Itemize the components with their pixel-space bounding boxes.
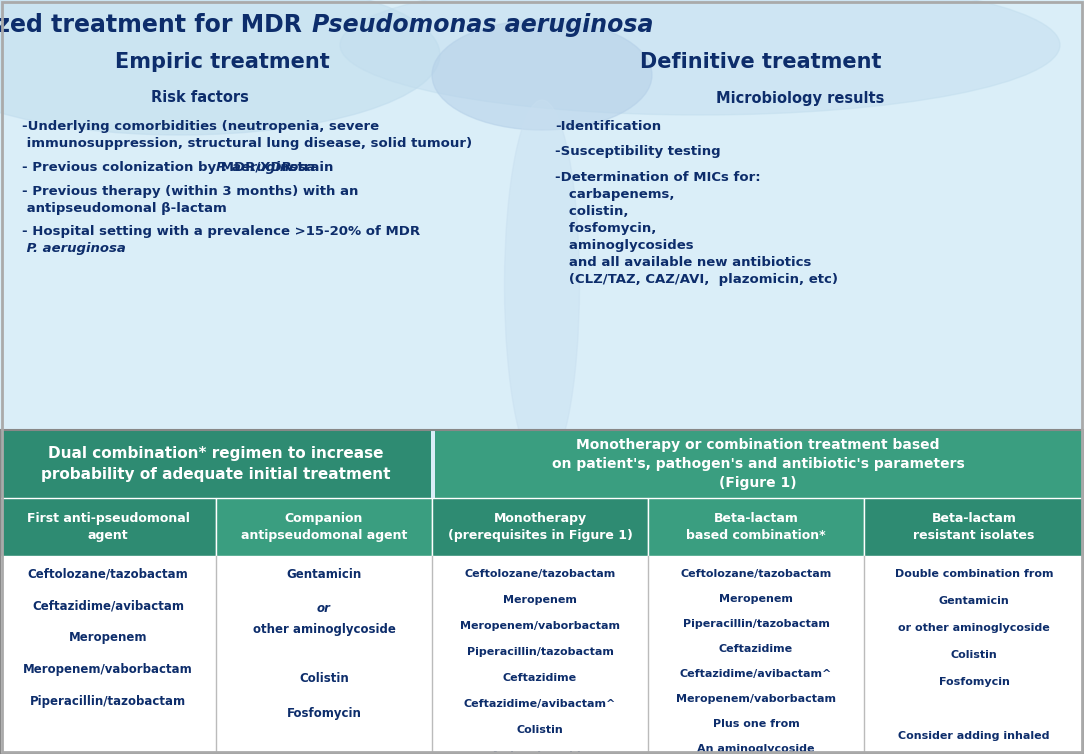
Text: P. aeruginosa: P. aeruginosa [216, 161, 315, 174]
Text: Ceftazidime/avibactam^: Ceftazidime/avibactam^ [464, 699, 616, 709]
Text: -Susceptibility testing: -Susceptibility testing [555, 146, 721, 158]
Text: Colistin: Colistin [299, 673, 349, 685]
FancyBboxPatch shape [216, 498, 433, 556]
Text: Gentamicin: Gentamicin [286, 568, 362, 581]
Text: aminoglycosides: aminoglycosides [555, 239, 694, 252]
Text: Consider adding inhaled: Consider adding inhaled [899, 731, 1049, 741]
Text: other aminoglycoside: other aminoglycoside [253, 623, 396, 636]
Text: antipseudomonal β-lactam: antipseudomonal β-lactam [22, 201, 227, 215]
Text: P. aeruginosa: P. aeruginosa [22, 242, 126, 256]
FancyBboxPatch shape [0, 430, 433, 498]
Text: - Previous colonization by MDR/XDR: - Previous colonization by MDR/XDR [22, 161, 297, 174]
Text: Companion
antipseudomonal agent: Companion antipseudomonal agent [241, 512, 408, 542]
FancyBboxPatch shape [0, 556, 1084, 754]
Text: Microbiology results: Microbiology results [715, 90, 885, 106]
Ellipse shape [433, 20, 651, 130]
Text: Ceftolozane/tazobactam: Ceftolozane/tazobactam [464, 569, 616, 579]
Text: Meropenem: Meropenem [503, 595, 577, 605]
Text: Plus one from: Plus one from [712, 719, 799, 729]
Ellipse shape [504, 100, 580, 470]
Text: Fosfomycin: Fosfomycin [286, 707, 361, 721]
Text: fosfomycin,: fosfomycin, [555, 222, 657, 235]
Text: colistin,: colistin, [555, 205, 629, 218]
Text: Empiric treatment: Empiric treatment [115, 52, 330, 72]
Text: Definitive treatment: Definitive treatment [640, 52, 881, 72]
Text: Ceftolozane/tazobactam: Ceftolozane/tazobactam [681, 569, 831, 579]
Text: Ceftolozane/tazobactam: Ceftolozane/tazobactam [27, 568, 189, 581]
Text: Ceftazidime: Ceftazidime [503, 673, 577, 683]
Text: or other aminoglycoside: or other aminoglycoside [899, 623, 1050, 633]
Text: Meropenem/vaborbactam: Meropenem/vaborbactam [460, 621, 620, 631]
FancyBboxPatch shape [431, 430, 435, 498]
Text: Beta-lactam
based combination*: Beta-lactam based combination* [686, 512, 826, 542]
FancyBboxPatch shape [433, 430, 1084, 498]
Ellipse shape [340, 0, 1060, 115]
FancyBboxPatch shape [433, 498, 648, 556]
Text: and all available new antibiotics: and all available new antibiotics [555, 256, 812, 269]
Text: Risk factors: Risk factors [151, 90, 249, 106]
Text: Fosfomycin: Fosfomycin [939, 677, 1009, 687]
Text: Piperacillin/tazobactam: Piperacillin/tazobactam [466, 647, 614, 657]
FancyBboxPatch shape [648, 498, 864, 556]
Text: Colistin: Colistin [517, 725, 564, 735]
Text: Aminoglycoside: Aminoglycoside [491, 751, 589, 754]
Text: - Hospital setting with a prevalence >15-20% of MDR: - Hospital setting with a prevalence >15… [22, 225, 421, 238]
Text: Double combination from: Double combination from [894, 569, 1054, 579]
FancyBboxPatch shape [0, 498, 216, 556]
Text: carbapenems,: carbapenems, [555, 188, 674, 201]
Text: Beta-lactam
resistant isolates: Beta-lactam resistant isolates [914, 512, 1035, 542]
Text: immunosuppression, structural lung disease, solid tumour): immunosuppression, structural lung disea… [22, 137, 473, 150]
Text: Ceftazidime/avibactam: Ceftazidime/avibactam [33, 599, 184, 612]
Text: (CLZ/TAZ, CAZ/AVI,  plazomicin, etc): (CLZ/TAZ, CAZ/AVI, plazomicin, etc) [555, 273, 838, 286]
Text: Ceftazidime/avibactam^: Ceftazidime/avibactam^ [680, 669, 833, 679]
Text: Meropenem: Meropenem [719, 594, 792, 604]
Text: Gentamicin: Gentamicin [939, 596, 1009, 606]
Text: Colistin: Colistin [951, 650, 997, 660]
Text: strain: strain [285, 161, 334, 174]
Text: Ceftazidime: Ceftazidime [719, 644, 793, 654]
Ellipse shape [0, 0, 440, 135]
Text: Optimized treatment for MDR: Optimized treatment for MDR [0, 13, 310, 37]
Text: Pseudomonas aeruginosa: Pseudomonas aeruginosa [312, 13, 654, 37]
Text: - Previous therapy (within 3 months) with an: - Previous therapy (within 3 months) wit… [22, 185, 359, 198]
Text: Meropenem/vaborbactam: Meropenem/vaborbactam [676, 694, 836, 704]
Text: Monotherapy
(prerequisites in Figure 1): Monotherapy (prerequisites in Figure 1) [448, 512, 632, 542]
Text: Meropenem/vaborbactam: Meropenem/vaborbactam [23, 664, 193, 676]
Text: Monotherapy or combination treatment based
on patient's, pathogen's and antibiot: Monotherapy or combination treatment bas… [552, 438, 965, 490]
Text: First anti-pseudomonal
agent: First anti-pseudomonal agent [27, 512, 190, 542]
Text: An aminoglycoside: An aminoglycoside [697, 744, 815, 754]
Text: -Underlying comorbidities (neutropenia, severe: -Underlying comorbidities (neutropenia, … [22, 120, 379, 133]
Text: Piperacillin/tazobactam: Piperacillin/tazobactam [683, 619, 829, 629]
FancyBboxPatch shape [864, 498, 1084, 556]
Text: Meropenem: Meropenem [68, 632, 147, 645]
Text: -Identification: -Identification [555, 120, 661, 133]
Text: -Determination of MICs for:: -Determination of MICs for: [555, 171, 761, 184]
Text: Piperacillin/tazobactam: Piperacillin/tazobactam [30, 695, 186, 709]
Text: or: or [317, 602, 331, 615]
Text: Dual combination* regimen to increase
probability of adequate initial treatment: Dual combination* regimen to increase pr… [41, 446, 390, 482]
